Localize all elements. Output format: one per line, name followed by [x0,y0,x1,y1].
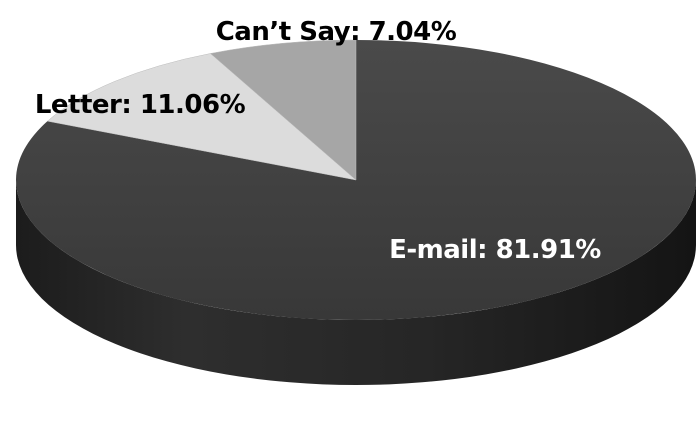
pie-labels: E-mail: 81.91% Letter: 11.06% Can’t Say:… [35,17,602,265]
slice-label-cant-say: Can’t Say: 7.04% [216,17,457,47]
pie-side-e-mail [16,180,696,385]
pie-side-wall [16,180,696,385]
slice-label-letter: Letter: 11.06% [35,90,246,120]
pie-slice-can-t-say [209,39,357,181]
slice-label-email: E-mail: 81.91% [389,235,601,265]
pie-slice-letter [46,53,357,181]
pie-top-face [15,39,696,320]
